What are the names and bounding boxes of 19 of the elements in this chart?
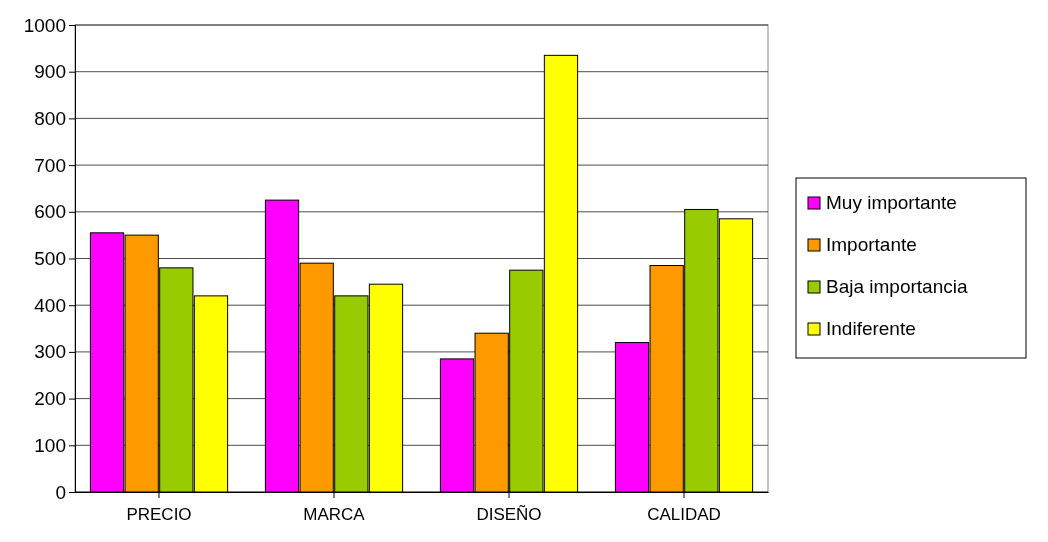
legend-label: Indiferente [826,318,916,339]
x-tick-label: CALIDAD [647,504,721,524]
y-tick-label: 900 [34,61,66,83]
y-tick-label: 1000 [23,14,66,36]
y-tick-label: 500 [34,248,66,270]
y-tick-label: 100 [34,434,66,456]
x-tick-label: DISEÑO [476,504,542,524]
x-tick-label: PRECIO [126,504,192,524]
y-tick-label: 0 [55,481,66,503]
y-tick-label: 400 [34,294,66,316]
y-tick-label: 300 [34,341,66,363]
y-tick-label: 800 [34,107,66,129]
legend-label: Importante [826,234,917,255]
y-tick-label: 600 [34,201,66,223]
legend-label: Muy importante [826,192,957,213]
y-tick-label: 200 [34,388,66,410]
x-tick-label: MARCA [303,504,366,524]
legend-label: Baja importancia [826,276,968,297]
y-tick-label: 700 [34,154,66,176]
